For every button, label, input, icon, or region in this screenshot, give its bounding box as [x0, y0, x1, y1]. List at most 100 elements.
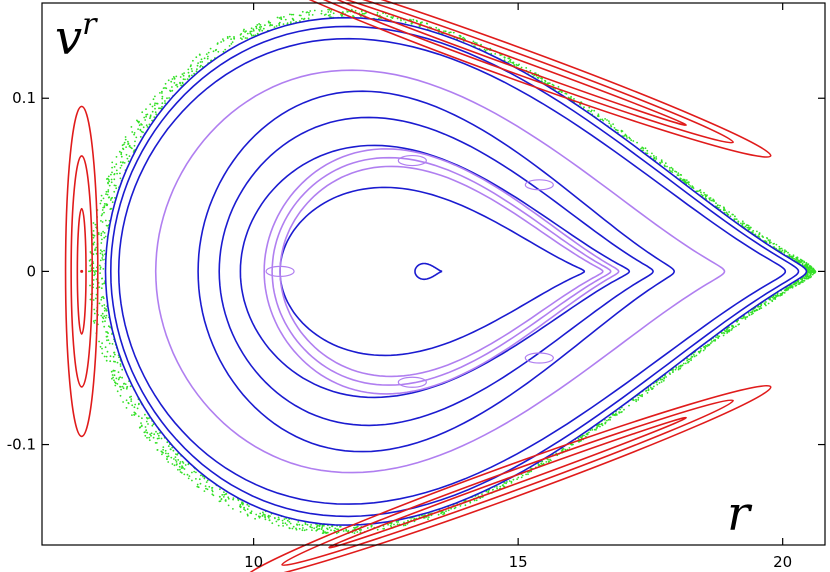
- chaos-point: [99, 345, 102, 348]
- chaos-point: [659, 162, 662, 165]
- chaos-point: [708, 197, 711, 200]
- chaos-point: [613, 127, 616, 129]
- chaos-point: [173, 78, 176, 80]
- chaos-point: [127, 160, 130, 163]
- chaos-point: [798, 283, 801, 285]
- chaos-point: [212, 494, 215, 497]
- chaos-point: [400, 19, 402, 22]
- chaos-point: [166, 97, 168, 100]
- chaos-point: [196, 483, 199, 486]
- chaos-point: [269, 24, 271, 27]
- chaos-point: [89, 264, 92, 267]
- chaos-point: [222, 39, 225, 42]
- chaos-point: [92, 299, 95, 301]
- chaos-point: [560, 450, 563, 452]
- chaos-point: [162, 451, 164, 454]
- chaos-point: [121, 144, 124, 147]
- chaos-point: [154, 102, 157, 105]
- chaos-point: [275, 520, 278, 523]
- chaos-point: [740, 222, 742, 225]
- chaos-point: [342, 530, 345, 532]
- chaos-point: [243, 28, 245, 31]
- chaos-point: [318, 527, 321, 530]
- chaos-point: [329, 14, 331, 16]
- chaos-point: [106, 339, 108, 342]
- chaos-point: [230, 43, 233, 45]
- chaos-point: [154, 442, 157, 444]
- chaos-point: [104, 235, 107, 238]
- chaos-point: [102, 255, 104, 257]
- regular-orbit: [109, 25, 800, 518]
- chaos-point: [131, 404, 134, 407]
- chaos-point: [483, 48, 486, 51]
- chaos-point: [807, 271, 809, 273]
- chaos-point: [131, 131, 134, 133]
- chaos-point: [805, 265, 808, 268]
- chaos-point: [750, 226, 752, 229]
- chaos-point: [195, 56, 198, 59]
- chaos-point: [646, 392, 649, 394]
- chaos-point: [684, 180, 686, 183]
- chaos-point: [190, 68, 193, 70]
- chaos-point: [164, 100, 166, 102]
- chaos-point: [92, 234, 95, 237]
- chaos-point: [744, 316, 746, 319]
- chaos-point: [164, 449, 167, 452]
- chaos-point: [395, 521, 398, 523]
- chaos-point: [243, 508, 245, 510]
- chaos-point: [665, 376, 667, 378]
- upper-island-orbit: [328, 0, 687, 127]
- chaos-point: [110, 207, 112, 210]
- chaos-point: [146, 436, 148, 439]
- chaos-point: [655, 156, 658, 158]
- chaos-point: [725, 211, 728, 214]
- chaos-point: [283, 518, 286, 520]
- chaos-point: [156, 432, 159, 435]
- chaos-point: [120, 153, 123, 156]
- chaos-point: [192, 59, 194, 62]
- chaos-point: [145, 429, 148, 432]
- chaos-point: [321, 526, 323, 529]
- chaos-point: [92, 279, 95, 281]
- chaos-point: [280, 17, 282, 20]
- chaos-point: [336, 532, 338, 535]
- chaos-point: [126, 157, 129, 160]
- chaos-point: [93, 271, 96, 274]
- chaos-point: [123, 162, 126, 164]
- chaos-point: [106, 350, 109, 353]
- chaos-point: [809, 274, 812, 277]
- chaos-point: [186, 78, 189, 80]
- chaos-point: [347, 529, 350, 532]
- chaos-point: [222, 50, 225, 53]
- chaos-point: [119, 385, 121, 388]
- chaos-point: [772, 295, 775, 298]
- chaos-point: [596, 425, 598, 427]
- chaos-point: [113, 351, 116, 354]
- chaos-point: [805, 263, 808, 265]
- chaos-point: [363, 13, 365, 15]
- chaos-point: [746, 316, 749, 318]
- chaos-point: [119, 167, 122, 169]
- chaos-point: [289, 522, 292, 525]
- chaos-point: [320, 528, 323, 531]
- chaos-point: [148, 436, 151, 439]
- resonant-island: [524, 352, 554, 364]
- chaos-point: [104, 219, 107, 222]
- chaos-point: [161, 102, 164, 105]
- chaos-point: [103, 232, 106, 234]
- chaos-point: [452, 31, 455, 34]
- chaos-point: [112, 355, 115, 358]
- chaos-point: [166, 458, 168, 460]
- chaos-point: [206, 479, 209, 482]
- chaos-point: [670, 170, 672, 173]
- chaos-point: [153, 433, 156, 436]
- chaos-point: [453, 507, 456, 510]
- chaos-point: [700, 193, 703, 196]
- chaos-point: [655, 158, 658, 160]
- chaos-point: [588, 106, 591, 109]
- chaos-point: [799, 281, 802, 284]
- chaos-point: [641, 395, 643, 397]
- chaos-point: [597, 113, 600, 116]
- chaos-point: [161, 97, 164, 100]
- chaos-point: [117, 371, 120, 374]
